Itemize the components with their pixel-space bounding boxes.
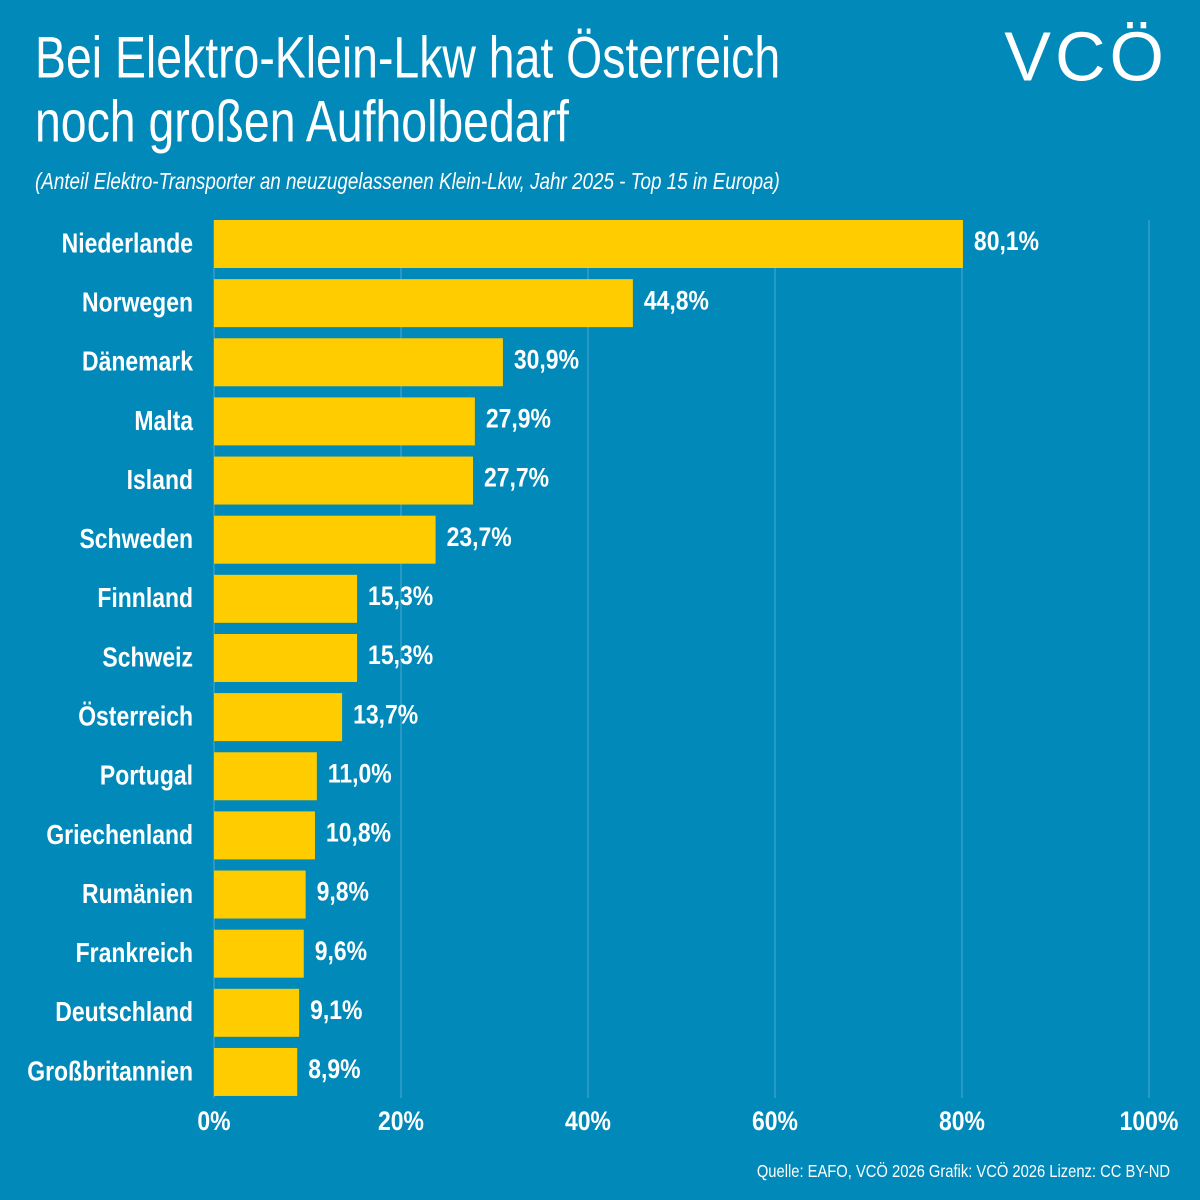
y-tick-label: Portugal <box>100 761 193 792</box>
x-tick-label: 40% <box>565 1106 611 1136</box>
value-label: 9,8% <box>317 877 369 907</box>
value-label: 15,3% <box>368 581 433 611</box>
bar <box>214 574 358 623</box>
value-label: 15,3% <box>368 640 433 670</box>
y-tick-label: Rumänien <box>82 879 193 910</box>
bar <box>214 515 436 564</box>
value-label: 8,9% <box>308 1054 360 1084</box>
bar <box>214 397 475 446</box>
y-tick-label: Großbritannien <box>27 1056 193 1087</box>
bar <box>214 870 306 919</box>
logo: VCÖ <box>1004 17 1168 95</box>
bar <box>214 988 300 1037</box>
value-label: 10,8% <box>326 818 391 848</box>
y-tick-label: Österreich <box>78 700 193 732</box>
bar <box>214 338 503 387</box>
chart-title: noch großen Aufholbedarf <box>35 89 569 154</box>
bar <box>214 929 304 978</box>
value-label: 44,8% <box>644 286 709 316</box>
x-tick-label: 100% <box>1120 1106 1179 1136</box>
y-tick-label: Schweden <box>79 524 193 555</box>
y-tick-label: Island <box>127 465 193 496</box>
bar <box>214 456 473 505</box>
y-tick-label: Griechenland <box>46 820 193 851</box>
x-tick-label: 0% <box>197 1106 230 1136</box>
value-label: 9,1% <box>310 995 362 1025</box>
y-tick-label: Niederlande <box>62 228 193 259</box>
bar <box>214 811 315 860</box>
value-label: 9,6% <box>315 936 367 966</box>
chart-title: Bei Elektro-Klein-Lkw hat Österreich <box>35 25 780 90</box>
bar <box>214 633 358 682</box>
value-label: 11,0% <box>328 759 392 789</box>
bar <box>214 279 633 328</box>
y-tick-label: Schweiz <box>102 642 193 673</box>
y-tick-label: Deutschland <box>55 997 193 1028</box>
x-tick-label: 60% <box>752 1106 798 1136</box>
x-tick-label: 80% <box>939 1106 985 1136</box>
y-tick-label: Dänemark <box>82 347 194 378</box>
y-tick-label: Frankreich <box>76 938 193 969</box>
value-label: 30,9% <box>514 345 579 375</box>
y-tick-label: Norwegen <box>82 287 193 318</box>
value-label: 13,7% <box>353 700 418 730</box>
bar <box>214 693 343 742</box>
value-label: 80,1% <box>974 226 1039 256</box>
value-label: 27,7% <box>484 463 549 493</box>
bar <box>214 220 963 268</box>
y-tick-label: Finnland <box>97 583 193 614</box>
y-tick-label: Malta <box>134 406 193 437</box>
source: Quelle: EAFO, VCÖ 2026 Grafik: VCÖ 2026 … <box>757 1161 1170 1181</box>
value-label: 23,7% <box>447 522 512 552</box>
value-label: 27,9% <box>486 404 551 434</box>
bar <box>214 752 317 801</box>
chart-subtitle: (Anteil Elektro-Transporter an neuzugela… <box>35 169 780 194</box>
bar <box>214 1047 298 1096</box>
x-tick-label: 20% <box>378 1106 424 1136</box>
